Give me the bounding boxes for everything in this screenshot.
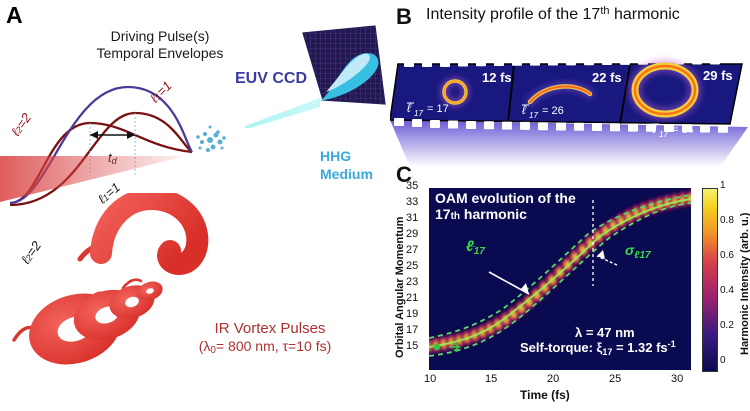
svg-text:= 34: = 34 bbox=[672, 124, 694, 136]
svg-text:= 17: = 17 bbox=[427, 103, 449, 115]
svg-text:17: 17 bbox=[659, 130, 668, 139]
svg-text:17: 17 bbox=[529, 111, 538, 120]
svg-text:17: 17 bbox=[414, 109, 423, 118]
svg-text:22 fs: 22 fs bbox=[592, 70, 622, 85]
svg-text:= 26: = 26 bbox=[542, 105, 564, 117]
svg-text:12 fs: 12 fs bbox=[482, 70, 512, 85]
svg-text:29 fs: 29 fs bbox=[703, 68, 733, 83]
